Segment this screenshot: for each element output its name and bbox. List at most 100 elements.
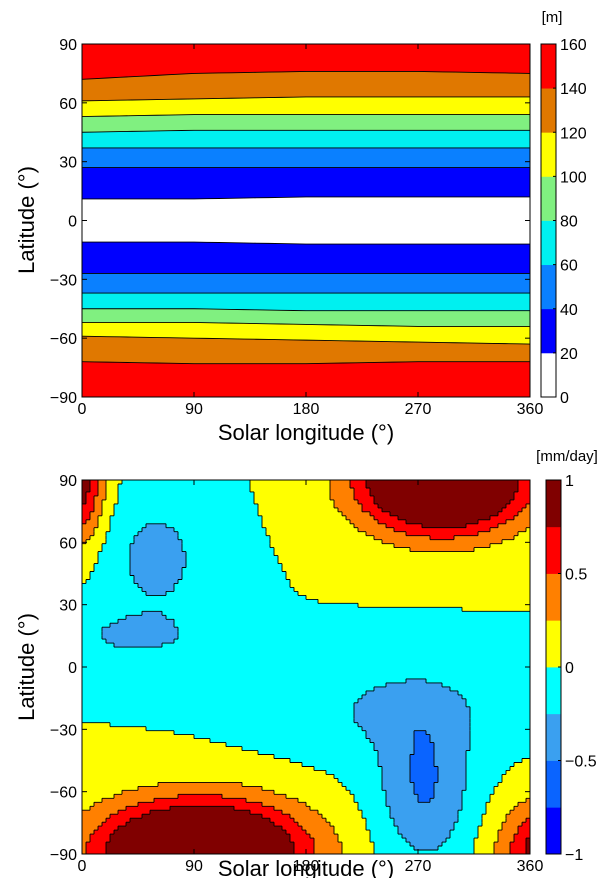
field-cell — [378, 519, 407, 525]
field-cell — [410, 547, 475, 553]
field-cell — [82, 487, 91, 493]
field-cell — [154, 798, 247, 803]
field-cell — [474, 838, 499, 843]
field-cell — [262, 519, 351, 525]
field-cell — [514, 495, 530, 501]
field-cell — [174, 527, 267, 533]
field-cell — [378, 758, 411, 763]
colorbar-swatch — [541, 132, 556, 177]
field-cell — [370, 738, 415, 744]
field-cell — [470, 706, 530, 712]
field-cell — [394, 527, 491, 533]
field-cell — [522, 822, 530, 827]
field-cell — [118, 483, 251, 489]
field-cell — [254, 495, 331, 501]
bottom-colorbar: 1 0.5 0 −0.5 −1 — [545, 473, 597, 864]
field-cell — [414, 846, 439, 851]
field-cell — [174, 619, 530, 624]
field-cell — [438, 774, 467, 779]
field-cell — [118, 826, 283, 831]
field-cell — [194, 734, 367, 740]
field-cell — [374, 535, 431, 541]
field-cell — [82, 507, 95, 513]
colorbar-swatch — [546, 573, 561, 621]
band-fill — [82, 196, 530, 245]
field-cell — [162, 611, 530, 616]
field-cell — [466, 774, 503, 779]
field-cell — [406, 678, 427, 684]
field-cell — [354, 710, 471, 716]
field-cell — [82, 643, 115, 648]
field-cell — [398, 515, 491, 521]
field-cell — [366, 826, 399, 831]
field-cell — [82, 702, 355, 708]
field-cell — [82, 786, 139, 791]
field-cell — [82, 587, 143, 592]
field-cell — [370, 838, 407, 843]
field-cell — [178, 794, 223, 799]
field-cell — [134, 535, 179, 541]
field-cell — [474, 547, 530, 553]
field-cell — [518, 480, 530, 485]
field-cell — [438, 770, 467, 775]
field-cell — [454, 535, 515, 541]
field-cell — [366, 822, 395, 827]
field-cell — [494, 850, 511, 854]
field-cell — [82, 523, 99, 529]
field-cell — [290, 758, 379, 763]
field-cell — [410, 774, 439, 779]
field-cell — [94, 503, 103, 509]
field-cell — [350, 519, 379, 525]
field-cell — [290, 583, 530, 588]
field-cell — [510, 850, 527, 854]
field-cell — [158, 782, 243, 787]
field-cell — [462, 694, 530, 700]
colorbar-tick-label: 0.5 — [565, 567, 587, 584]
field-cell — [258, 503, 335, 509]
field-cell — [390, 806, 463, 811]
colorbar-tick-label: 1 — [565, 473, 574, 490]
field-cell — [354, 706, 471, 712]
field-cell — [82, 607, 463, 612]
field-cell — [174, 639, 530, 644]
field-cell — [490, 515, 515, 521]
field-cell — [82, 551, 99, 557]
field-cell — [102, 543, 131, 549]
field-cell — [370, 830, 399, 835]
top-y-axis-label: Latitude (°) — [14, 166, 39, 274]
field-cell — [130, 555, 187, 561]
field-cell — [82, 754, 275, 760]
field-cell — [518, 826, 530, 831]
field-cell — [82, 531, 95, 537]
field-cell — [338, 507, 363, 513]
field-cell — [458, 810, 487, 815]
bottom-y-axis-label: Latitude (°) — [14, 613, 39, 721]
colorbar-swatch — [546, 760, 561, 808]
field-cell — [82, 846, 87, 851]
field-cell — [110, 838, 291, 843]
field-cell — [82, 591, 147, 596]
field-cell — [146, 523, 167, 529]
field-cell — [514, 515, 530, 521]
field-cell — [462, 794, 491, 799]
field-cell — [510, 499, 530, 505]
field-cell — [106, 818, 131, 823]
field-cell — [466, 762, 515, 767]
field-cell — [378, 754, 411, 760]
field-cell — [470, 714, 530, 720]
field-cell — [374, 499, 511, 505]
field-cell — [106, 535, 135, 541]
top-plot-area — [82, 44, 530, 397]
field-cell — [82, 850, 87, 854]
field-cell — [526, 842, 530, 847]
field-cell — [362, 726, 471, 732]
field-cell — [338, 838, 371, 843]
field-cell — [298, 591, 530, 596]
field-cell — [334, 774, 383, 779]
field-cell — [462, 806, 487, 811]
colorbar-tick-label: 40 — [560, 302, 578, 319]
field-cell — [90, 483, 99, 489]
field-cell — [82, 499, 87, 505]
field-cell — [130, 818, 271, 823]
field-cell — [466, 523, 499, 529]
